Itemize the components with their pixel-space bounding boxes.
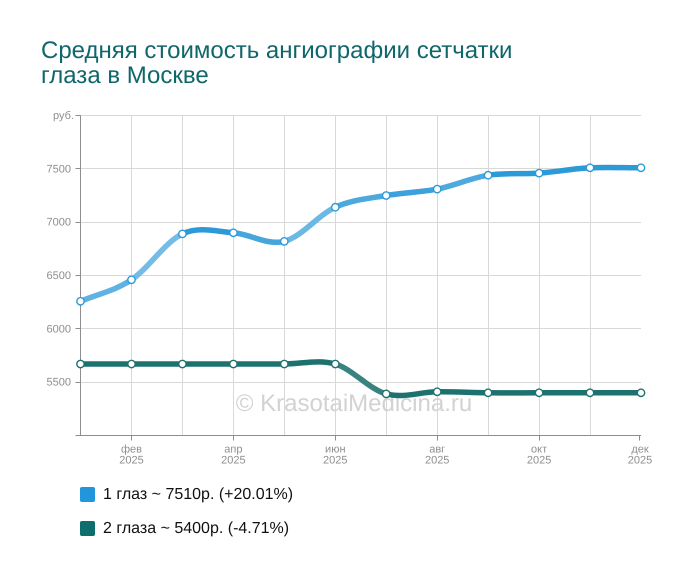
svg-text:апр: апр [224, 444, 242, 456]
svg-text:6500: 6500 [47, 270, 71, 282]
svg-text:2025: 2025 [425, 455, 449, 467]
svg-text:7500: 7500 [47, 163, 71, 175]
svg-text:окт: окт [531, 444, 547, 456]
svg-text:6000: 6000 [47, 323, 71, 335]
svg-text:2025: 2025 [221, 455, 245, 467]
svg-text:дек: дек [631, 444, 649, 456]
svg-text:июн: июн [325, 444, 345, 456]
svg-text:2025: 2025 [323, 455, 347, 467]
svg-text:2025: 2025 [527, 455, 551, 467]
svg-text:5500: 5500 [47, 377, 71, 389]
svg-text:2025: 2025 [119, 455, 143, 467]
svg-text:авг: авг [429, 444, 445, 456]
svg-text:фев: фев [121, 444, 142, 456]
svg-text:2025: 2025 [628, 455, 652, 467]
svg-text:7000: 7000 [47, 217, 71, 229]
svg-text:руб.: руб. [53, 110, 74, 122]
